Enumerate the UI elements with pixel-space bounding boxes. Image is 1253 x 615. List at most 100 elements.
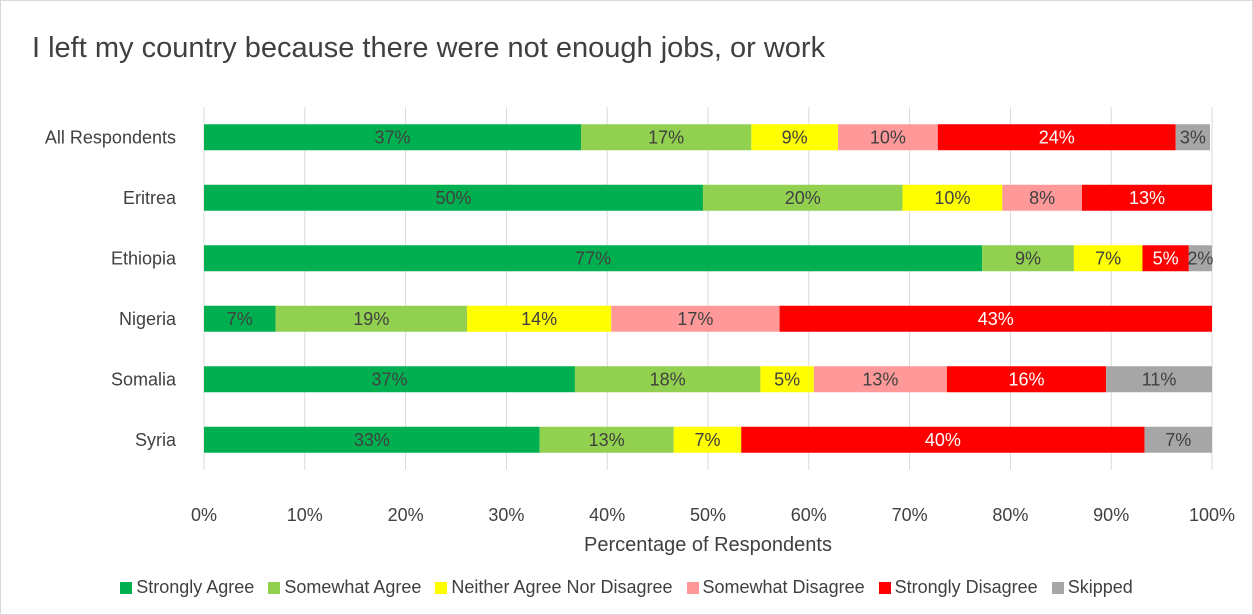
bar-segment	[760, 366, 814, 393]
bar-segment	[574, 366, 761, 393]
chart-title: I left my country because there were not…	[32, 32, 826, 64]
category-label: Syria	[135, 430, 177, 450]
data-label: 8%	[1029, 188, 1055, 208]
x-tick-label: 20%	[388, 505, 424, 525]
bar-segment	[1073, 245, 1143, 272]
bar-segment	[902, 184, 1003, 211]
data-label: 43%	[978, 309, 1014, 329]
legend-item: Somewhat Disagree	[686, 577, 865, 598]
bar-segment	[204, 245, 983, 272]
legend-label: Somewhat Disagree	[702, 577, 865, 597]
bar-segment	[1106, 366, 1212, 393]
bar-segment	[1002, 184, 1082, 211]
bar-segment	[673, 426, 742, 453]
x-axis-title: Percentage of Respondents	[584, 534, 832, 556]
legend-label: Neither Agree Nor Disagree	[451, 577, 673, 597]
legend-swatch	[120, 581, 133, 594]
bar-segment	[946, 366, 1107, 393]
data-label: 77%	[575, 248, 611, 268]
bar-segment	[1188, 245, 1212, 272]
data-label: 7%	[1095, 248, 1121, 268]
legend-label: Strongly Disagree	[894, 577, 1038, 597]
x-tick-label: 70%	[892, 505, 928, 525]
x-tick-label: 0%	[191, 505, 217, 525]
data-label: 18%	[650, 369, 686, 389]
legend-item: Strongly Agree	[120, 577, 254, 598]
data-label: 50%	[435, 188, 471, 208]
data-label: 37%	[371, 369, 407, 389]
bar-segment	[741, 426, 1145, 453]
x-tick-label: 40%	[589, 505, 625, 525]
data-label: 5%	[1153, 248, 1179, 268]
data-label: 17%	[648, 127, 684, 147]
data-label: 16%	[1009, 369, 1045, 389]
data-label: 24%	[1039, 127, 1075, 147]
legend: Strongly Agree Somewhat Agree Neither Agre…	[0, 577, 1253, 598]
legend-item: Skipped	[1051, 577, 1133, 598]
data-label: 11%	[1142, 369, 1177, 389]
bar-segment	[838, 124, 938, 151]
bar-segment	[937, 124, 1176, 151]
bar-segment	[611, 305, 780, 332]
data-label: 17%	[677, 309, 713, 329]
data-label: 9%	[782, 127, 808, 147]
bar-segment	[1144, 426, 1212, 453]
legend-swatch	[435, 581, 448, 594]
data-label: 7%	[227, 309, 253, 329]
data-label: 7%	[1165, 430, 1191, 450]
bar-segment	[813, 366, 947, 393]
data-label: 7%	[694, 430, 720, 450]
legend-item: Strongly Disagree	[878, 577, 1038, 598]
x-tick-label: 60%	[791, 505, 827, 525]
x-tick-label: 10%	[287, 505, 323, 525]
legend-swatch	[686, 581, 699, 594]
legend-item: Somewhat Agree	[268, 577, 421, 598]
legend-label: Somewhat Agree	[284, 577, 422, 597]
bar-segment	[204, 184, 703, 211]
bar-segment	[539, 426, 674, 453]
bar-segment	[467, 305, 612, 332]
bar-segment	[751, 124, 839, 151]
data-label: 2%	[1187, 248, 1213, 268]
bar-segment	[204, 305, 276, 332]
bar-segment	[982, 245, 1074, 272]
data-label: 3%	[1180, 127, 1206, 147]
x-tick-label: 50%	[690, 505, 726, 525]
data-label: 40%	[925, 430, 961, 450]
legend-swatch	[1051, 581, 1064, 594]
bar-segment	[580, 124, 752, 151]
data-label: 20%	[785, 188, 821, 208]
bar-segment	[204, 426, 540, 453]
bar-segment	[779, 305, 1212, 332]
data-label: 13%	[862, 369, 898, 389]
x-tick-label: 100%	[1189, 505, 1235, 525]
legend-label: Strongly Agree	[136, 577, 255, 597]
category-label: Nigeria	[119, 309, 177, 329]
bar-segment	[275, 305, 468, 332]
bar-segment	[204, 124, 581, 151]
bar-segment	[1175, 124, 1210, 151]
data-label: 13%	[589, 430, 625, 450]
data-label: 13%	[1129, 188, 1165, 208]
data-label: 9%	[1015, 248, 1041, 268]
x-tick-label: 80%	[992, 505, 1028, 525]
category-label: Ethiopia	[111, 248, 177, 268]
data-label: 5%	[774, 369, 800, 389]
bar-segment	[702, 184, 903, 211]
category-label: Eritrea	[123, 188, 177, 208]
data-label: 37%	[374, 127, 410, 147]
bar-segment	[1081, 184, 1212, 211]
x-tick-label: 30%	[488, 505, 524, 525]
legend-swatch	[878, 581, 891, 594]
bar-segment	[204, 366, 575, 393]
category-label: Somalia	[111, 369, 177, 389]
legend-label: Skipped	[1067, 577, 1133, 597]
data-label: 14%	[521, 309, 557, 329]
data-label: 19%	[353, 309, 389, 329]
legend-item: Neither Agree Nor Disagree	[435, 577, 673, 598]
legend-swatch	[268, 581, 281, 594]
bar-segment	[1142, 245, 1189, 272]
x-tick-label: 90%	[1093, 505, 1129, 525]
data-label: 33%	[354, 430, 390, 450]
